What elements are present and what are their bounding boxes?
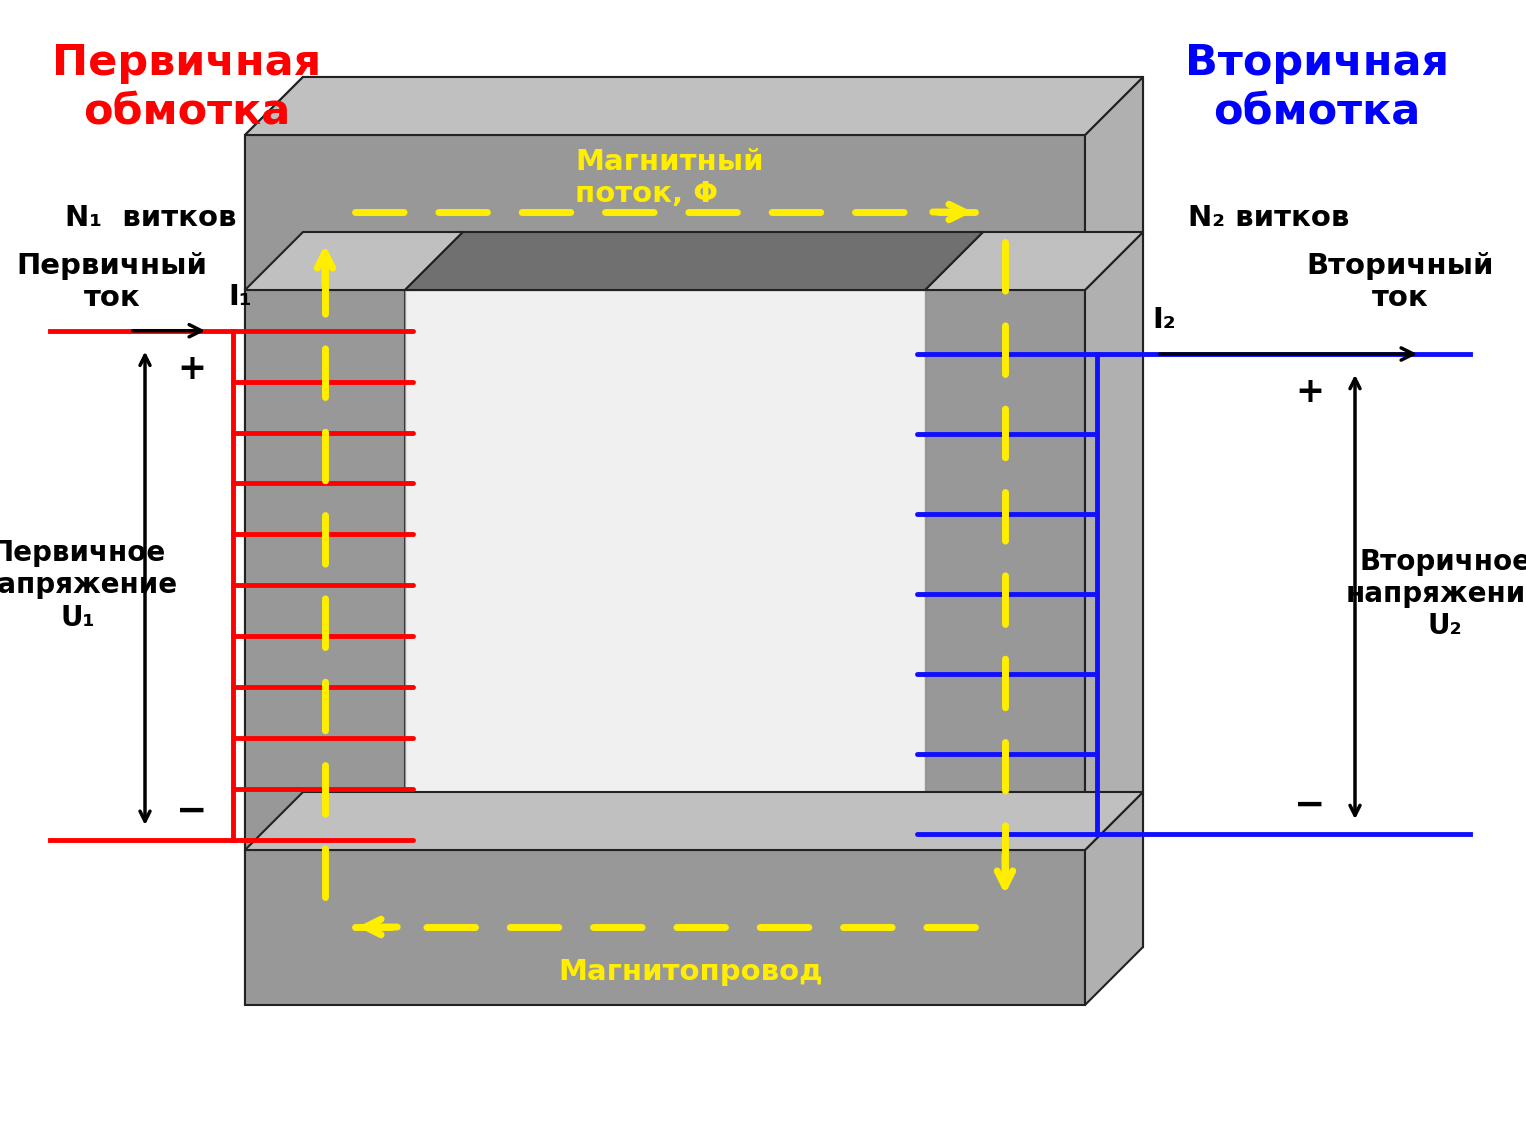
Text: I₁: I₁ xyxy=(227,283,252,311)
Polygon shape xyxy=(304,77,1143,231)
Polygon shape xyxy=(304,231,462,792)
Polygon shape xyxy=(404,231,983,290)
Polygon shape xyxy=(1085,792,1143,1005)
Polygon shape xyxy=(246,850,1085,1005)
Polygon shape xyxy=(1085,77,1143,290)
Text: Первичная
обмотка: Первичная обмотка xyxy=(52,42,320,133)
Polygon shape xyxy=(404,290,925,850)
Polygon shape xyxy=(304,792,1143,947)
Text: N₂ витков: N₂ витков xyxy=(1189,204,1349,231)
Polygon shape xyxy=(462,231,983,792)
Polygon shape xyxy=(925,290,1085,850)
Polygon shape xyxy=(983,231,1143,792)
Polygon shape xyxy=(246,231,462,290)
Polygon shape xyxy=(246,290,404,850)
Polygon shape xyxy=(246,135,1085,290)
Text: Первичное
напряжение
U₁: Первичное напряжение U₁ xyxy=(0,539,177,631)
Text: N₁  витков: N₁ витков xyxy=(66,204,237,231)
Polygon shape xyxy=(925,231,1143,290)
Polygon shape xyxy=(246,77,304,1005)
Text: +: + xyxy=(177,352,206,386)
Text: −: − xyxy=(177,794,208,830)
Polygon shape xyxy=(246,792,1143,850)
Text: Первичный
ток: Первичный ток xyxy=(17,252,208,313)
Text: Магнитопровод: Магнитопровод xyxy=(559,958,823,986)
Polygon shape xyxy=(925,231,983,850)
Text: Магнитный
поток, Φ: Магнитный поток, Φ xyxy=(575,148,763,209)
Polygon shape xyxy=(1085,231,1143,850)
Text: Вторичная
обмотка: Вторичная обмотка xyxy=(1186,42,1450,133)
Text: +: + xyxy=(1296,375,1325,409)
Text: −: − xyxy=(1294,788,1326,824)
Text: Вторичный
ток: Вторичный ток xyxy=(1306,252,1494,313)
Text: I₂: I₂ xyxy=(1152,306,1175,333)
Polygon shape xyxy=(246,77,1143,135)
Text: Вторичное
напряжение
U₂: Вторичное напряжение U₂ xyxy=(1346,548,1526,641)
